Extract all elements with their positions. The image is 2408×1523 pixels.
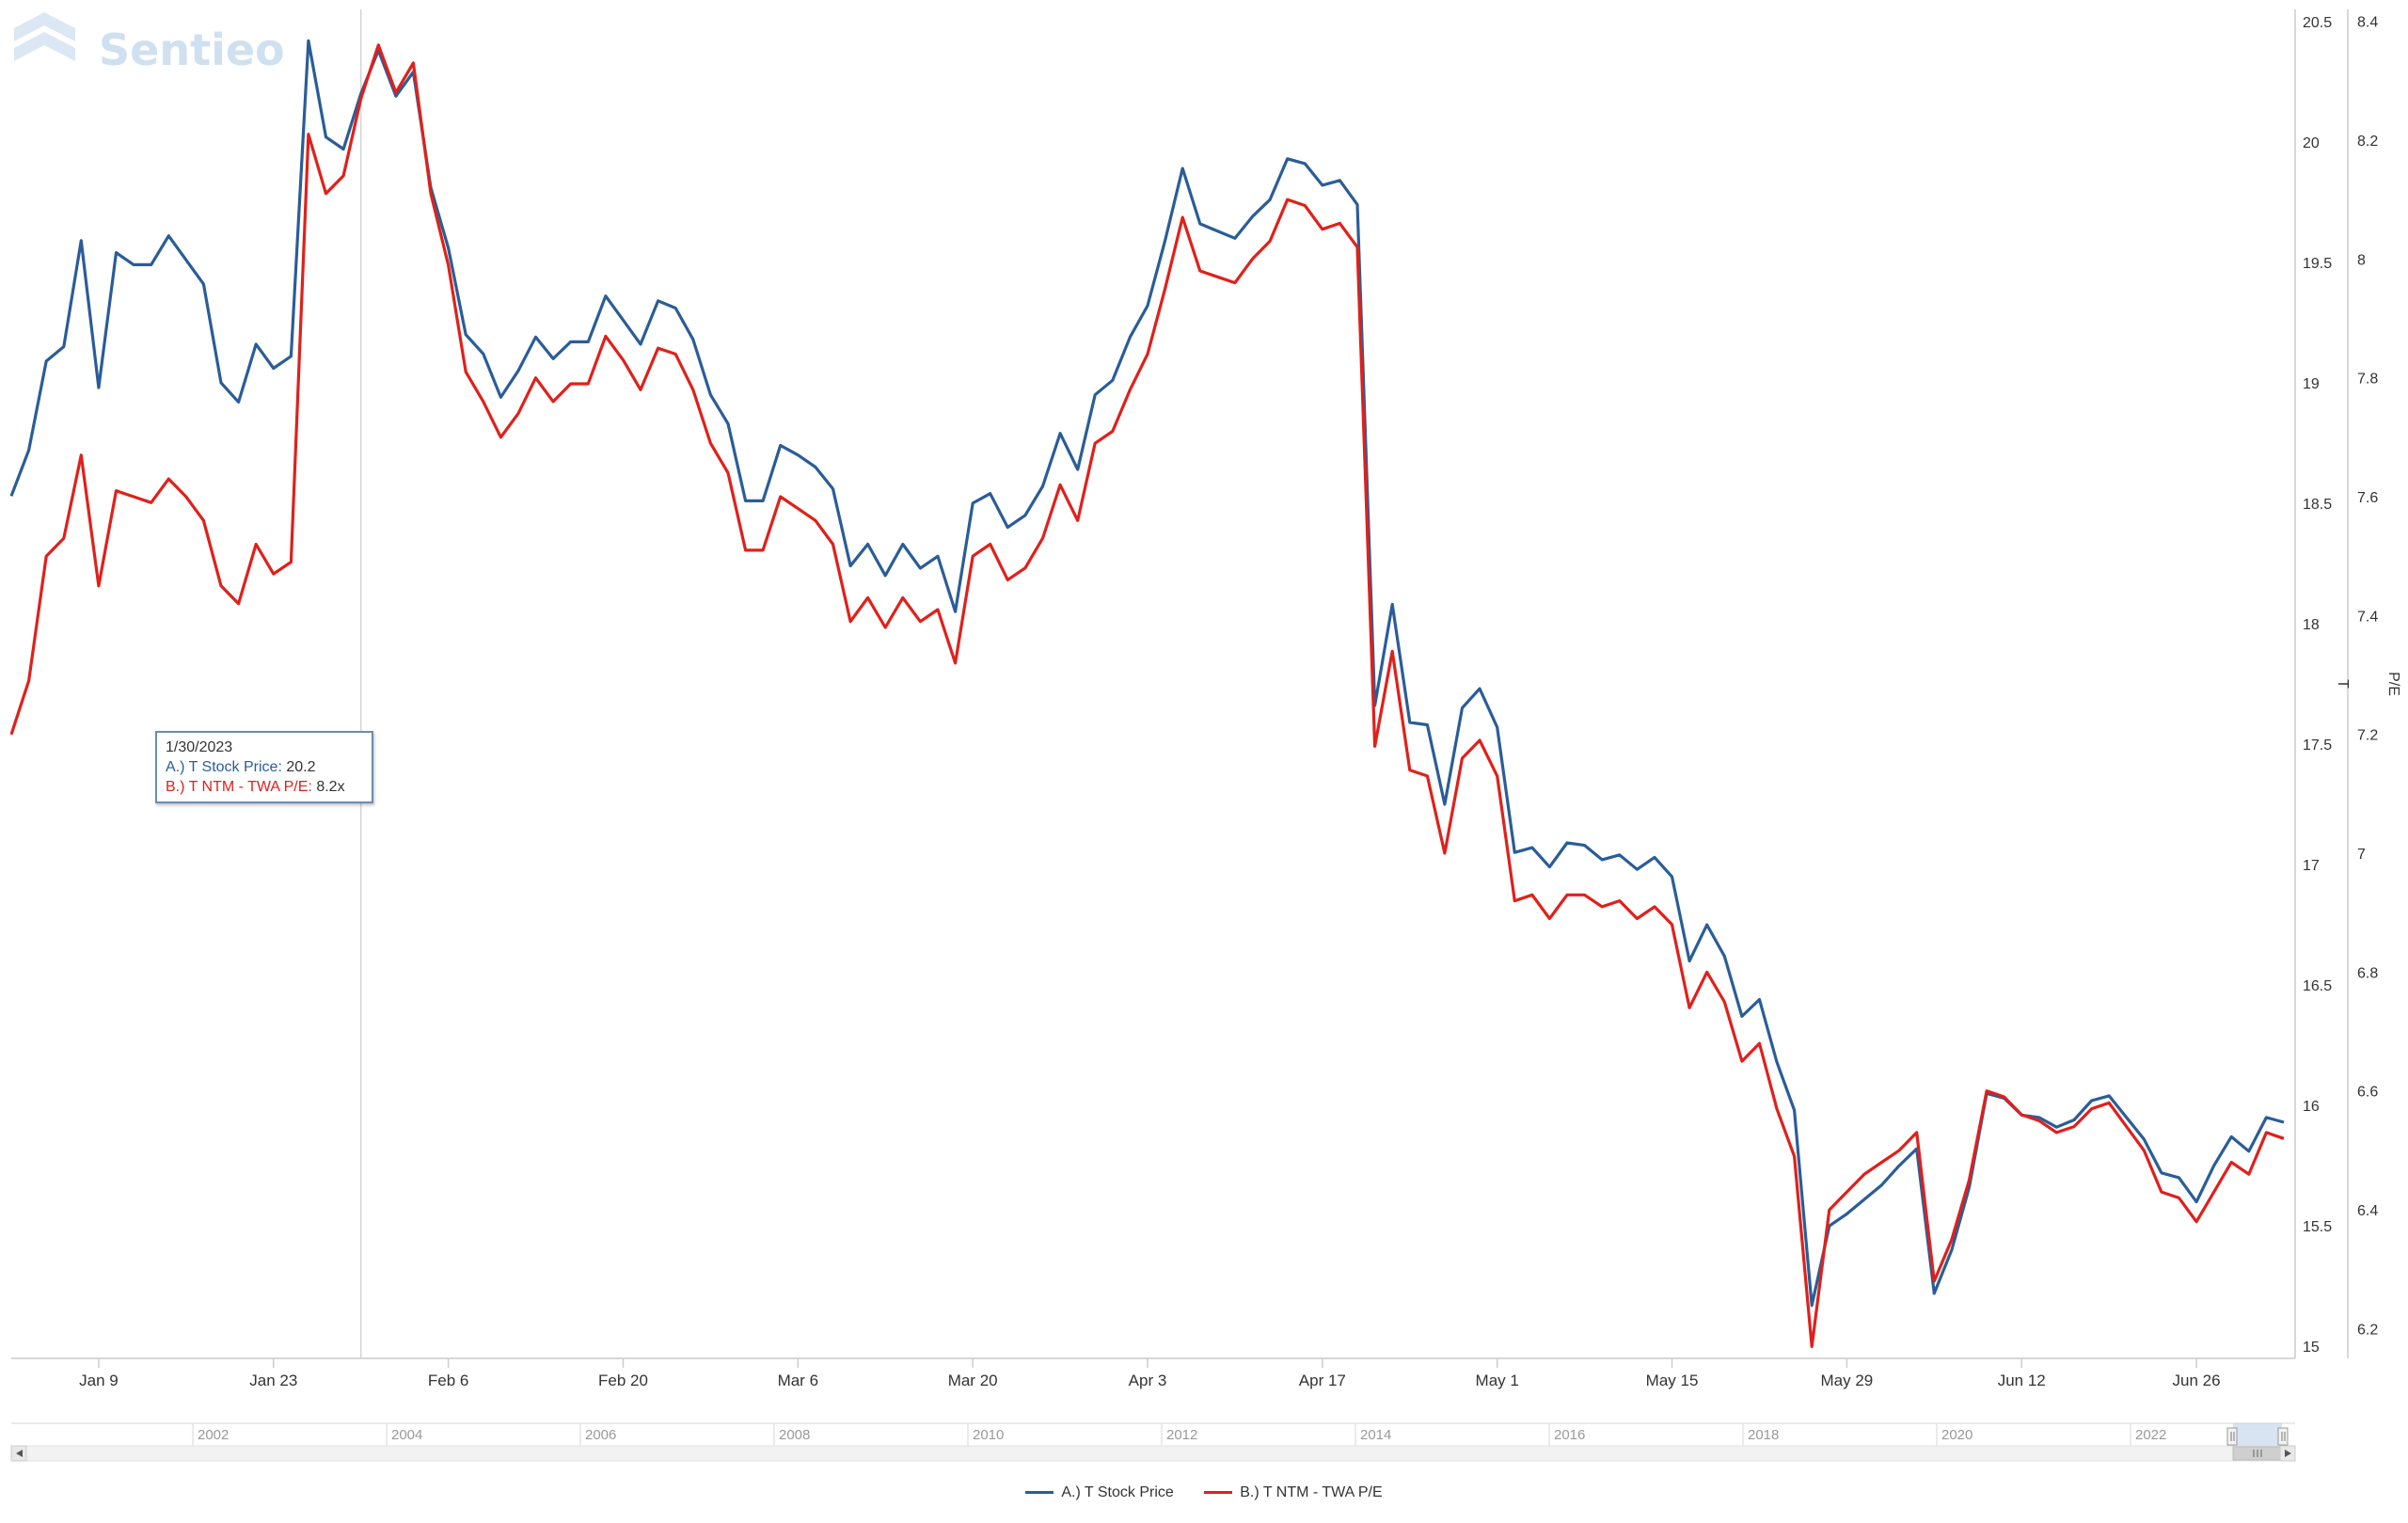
x-tick-label: May 15	[1646, 1372, 1699, 1389]
y-left-tick-label: 20	[2303, 135, 2320, 151]
navigator-handle-left[interactable]	[2226, 1427, 2238, 1446]
tooltip-series-b-label: B.) T NTM - TWA P/E:	[166, 779, 312, 795]
y-right-tick-label: 7.2	[2357, 728, 2378, 744]
x-tick-label: Apr 17	[1299, 1372, 1346, 1389]
x-tick-label: Jan 23	[249, 1372, 297, 1389]
x-tick-label: Jan 9	[79, 1372, 119, 1389]
navigator-year-labels: 2002 2004 2006 2008 2010 2012 2014 2016 2018 2020…	[192, 1423, 2166, 1446]
navigator-year-label: 2012	[1166, 1427, 1197, 1443]
y-right-axis-title: P/E	[2385, 672, 2401, 696]
legend-label-series-b: B.) T NTM - TWA P/E	[1240, 1484, 1383, 1500]
y-left-tick-label: 17.5	[2303, 738, 2332, 754]
navigator-year-label: 2006	[585, 1427, 616, 1443]
tooltip-series-b-value: 8.2x	[316, 779, 345, 795]
y-left-axis-ticks: 15 15.5 16 16.5 17 17.5 18 18.5 19 19.5 20 20.5	[2303, 15, 2332, 1356]
navigator-year-label: 2020	[1941, 1427, 1972, 1443]
sentieo-logo: Sentieo	[14, 12, 285, 75]
y-right-axis-ticks: 6.2 6.4 6.6 6.8 7 7.2 7.4 7.6 7.8 8 8.2 8.4	[2357, 15, 2378, 1339]
y-left-tick-label: 20.5	[2303, 15, 2332, 31]
navigator-year-label: 2018	[1748, 1427, 1779, 1443]
x-tick-label: Feb 6	[428, 1372, 468, 1389]
scrollbar-thumb[interactable]	[2232, 1446, 2283, 1461]
x-tick-label: Apr 3	[1129, 1372, 1167, 1389]
y-right-tick-label: 8.2	[2357, 134, 2378, 150]
legend-swatch-series-a	[1025, 1491, 1054, 1495]
tooltip-series-b: B.) T NTM - TWA P/E: 8.2x	[166, 777, 363, 797]
y-left-tick-label: 17	[2303, 858, 2320, 874]
y-right-tick-label: 7.6	[2357, 490, 2378, 506]
y-right-tick-label: 6.6	[2357, 1085, 2378, 1101]
y-left-tick-label: 18	[2303, 617, 2320, 633]
y-left-tick-label: 15	[2303, 1340, 2320, 1356]
y-right-tick-label: 8.4	[2357, 15, 2378, 31]
y-left-tick-label: 15.5	[2303, 1219, 2332, 1235]
x-tick-label: Jun 12	[1998, 1372, 2046, 1389]
series-a-line	[9, 39, 2285, 1308]
y-left-tick-label: 18.5	[2303, 497, 2332, 513]
legend-label-series-a: A.) T Stock Price	[1061, 1484, 1174, 1500]
tooltip-date: 1/30/2023	[166, 739, 233, 755]
navigator-year-label: 2014	[1360, 1427, 1391, 1443]
y-left-tick-label: 16.5	[2303, 978, 2332, 994]
tooltip-series-a: A.) T Stock Price: 20.2	[166, 757, 363, 777]
legend-swatch-series-b	[1204, 1491, 1233, 1495]
y-right-tick-label: 6.8	[2357, 965, 2378, 981]
navigator-year-label: 2010	[973, 1427, 1004, 1443]
y-right-tick-label: 7	[2357, 847, 2366, 863]
y-right-tick-label: 7.8	[2357, 372, 2378, 388]
navigator-year-label: 2008	[779, 1427, 810, 1443]
y-right-tick-label: 7.4	[2357, 609, 2378, 625]
logo-text: Sentieo	[99, 24, 285, 75]
legend-item-series-a[interactable]: A.) T Stock Price	[1025, 1484, 1174, 1501]
y-left-axis-title: T	[2335, 679, 2351, 689]
x-tick-label: Feb 20	[598, 1372, 648, 1389]
y-right-tick-label: 6.4	[2357, 1203, 2378, 1219]
y-left-tick-label: 16	[2303, 1099, 2320, 1115]
navigator-year-label: 2022	[2135, 1427, 2166, 1443]
navigator-year-label: 2004	[391, 1427, 422, 1443]
plot-area	[9, 39, 2285, 1348]
x-tick-label: Mar 20	[948, 1372, 998, 1389]
series-b-line	[9, 43, 2285, 1348]
navigator-handle-right[interactable]	[2277, 1427, 2289, 1446]
legend: A.) T Stock Price B.) T NTM - TWA P/E	[0, 1484, 2408, 1501]
tooltip-series-a-label: A.) T Stock Price:	[166, 759, 282, 775]
x-tick-label: May 29	[1821, 1372, 1874, 1389]
y-right-tick-label: 6.2	[2357, 1322, 2378, 1338]
x-tick-label: May 1	[1476, 1372, 1519, 1389]
navigator-year-label: 2016	[1554, 1427, 1585, 1443]
tooltip-series-a-value: 20.2	[286, 759, 316, 775]
y-right-tick-label: 8	[2357, 252, 2366, 268]
scroll-left-arrow-icon[interactable]	[10, 1445, 27, 1462]
y-left-tick-label: 19	[2303, 376, 2320, 392]
navigator[interactable]: 2002 2004 2006 2008 2010 2012 2014 2016 2018 2020…	[10, 1422, 2296, 1462]
x-axis-ticks: Jan 9 Jan 23 Feb 6 Feb 20 Mar 6 Mar 20 Apr 3 Ap…	[79, 1358, 2221, 1389]
y-left-tick-label: 19.5	[2303, 256, 2332, 272]
x-tick-label: Jun 26	[2173, 1372, 2221, 1389]
navigator-scrollbar-track[interactable]	[10, 1445, 2296, 1462]
sentieo-logo-icon	[14, 12, 75, 61]
scroll-right-arrow-icon[interactable]	[2279, 1445, 2296, 1462]
navigator-year-label: 2002	[198, 1427, 229, 1443]
legend-item-series-b[interactable]: B.) T NTM - TWA P/E	[1204, 1484, 1383, 1501]
x-tick-label: Mar 6	[778, 1372, 818, 1389]
tooltip: 1/30/2023 A.) T Stock Price: 20.2 B.) T …	[155, 731, 373, 803]
